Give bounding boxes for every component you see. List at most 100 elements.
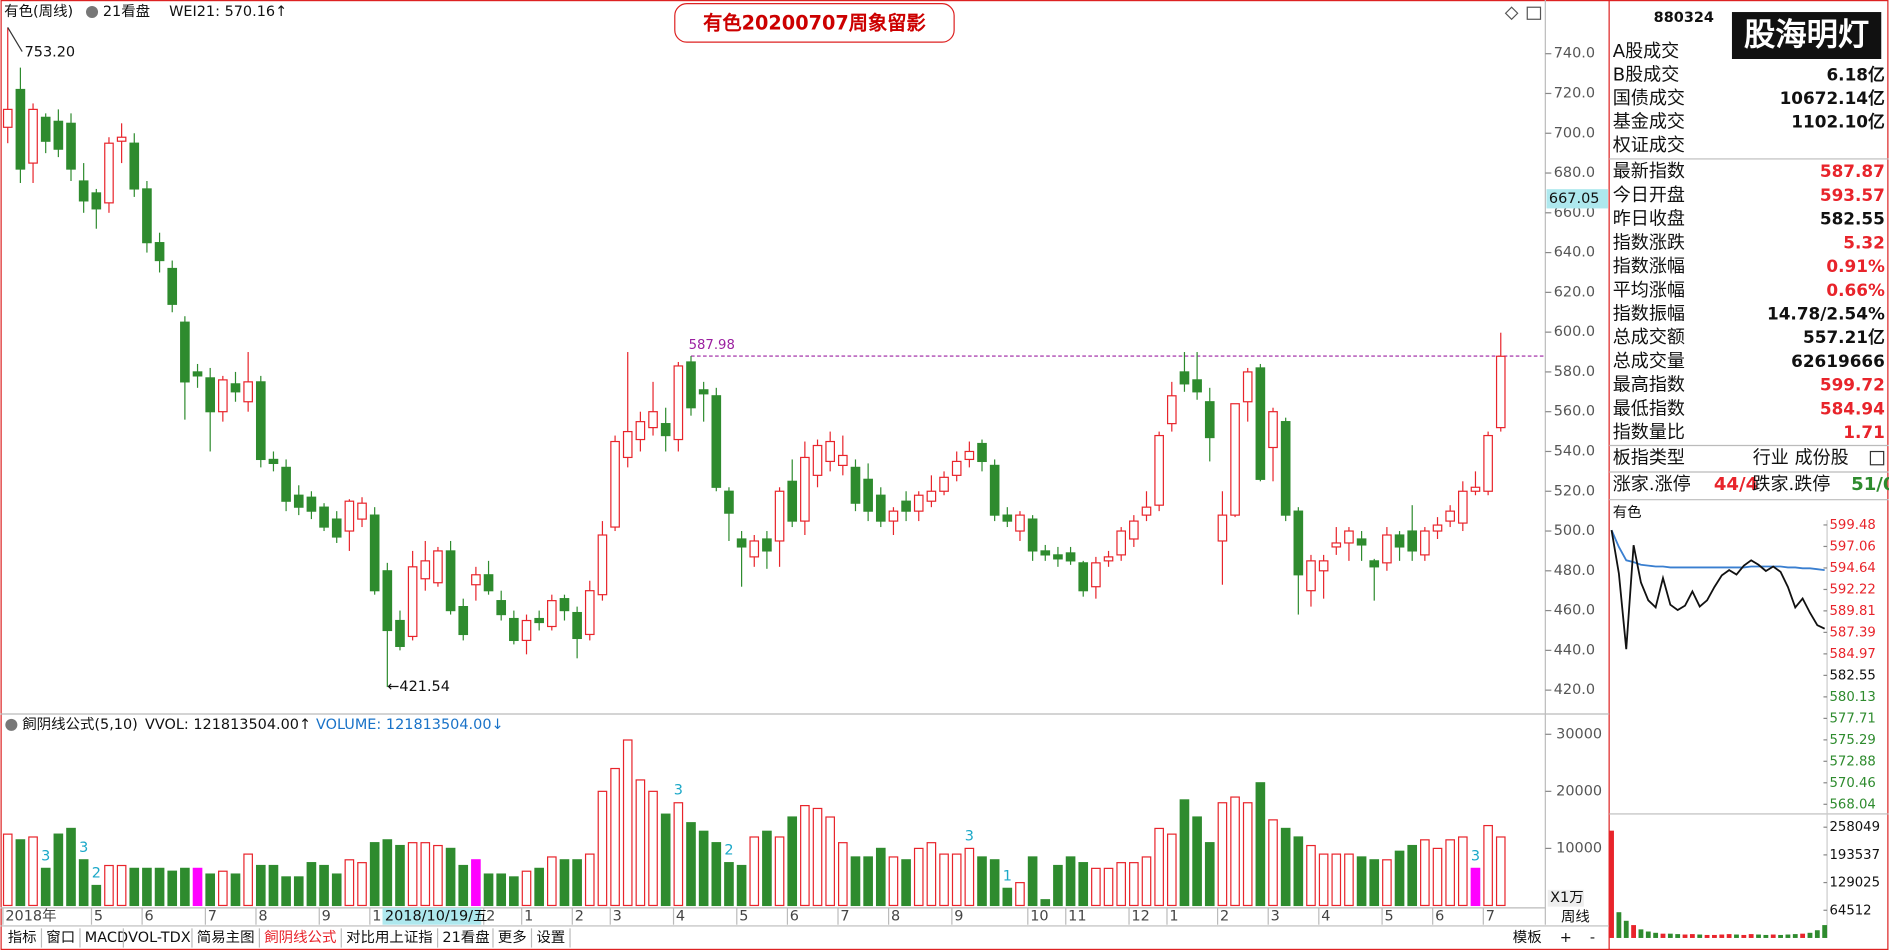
- candle-body: [357, 502, 367, 520]
- volume-bar: [1420, 839, 1430, 907]
- toolbar-item[interactable]: 指标: [8, 929, 37, 946]
- toolbar-item[interactable]: 窗口: [46, 928, 75, 946]
- volume-annotation: 3: [79, 840, 88, 856]
- volume-bar: [1141, 856, 1152, 907]
- candle-body: [15, 88, 26, 170]
- option-icon[interactable]: [86, 6, 99, 19]
- volume-bar: [622, 739, 633, 907]
- row-value: 587.87: [1820, 161, 1885, 181]
- candle-body: [939, 476, 949, 492]
- volume-bar: [736, 864, 747, 907]
- window-icon[interactable]: [1526, 6, 1542, 20]
- mini-title: 有色: [1613, 504, 1642, 521]
- toolbar-item[interactable]: 对比用上证指: [346, 929, 433, 946]
- candle-body: [445, 550, 456, 612]
- candle-body: [1318, 560, 1329, 572]
- toolbar-right-item[interactable]: -: [1590, 930, 1595, 946]
- candle-body: [1344, 530, 1354, 544]
- volume-bar: [129, 867, 140, 907]
- mini-tick-label: 584.97: [1829, 647, 1875, 662]
- candle-body: [483, 574, 494, 592]
- volume-tick-label: 10000: [1556, 840, 1602, 856]
- toolbar-right-item[interactable]: +: [1560, 930, 1572, 946]
- candle-body: [1432, 524, 1443, 532]
- row-value: 1102.10亿: [1791, 112, 1885, 132]
- candle-body: [53, 120, 64, 150]
- toolbar-item[interactable]: 更多: [498, 929, 527, 946]
- volume-bar: [28, 836, 38, 907]
- mini-volume-bar: [1675, 934, 1681, 938]
- volume-bar: [15, 839, 26, 907]
- row-value: 10672.14亿: [1780, 88, 1885, 108]
- volume-bar: [2, 833, 13, 907]
- mini-volume-bar: [1822, 925, 1828, 938]
- volume-bar: [1394, 850, 1405, 907]
- candle-body: [243, 381, 253, 403]
- candle-body: [104, 142, 114, 204]
- volume-bar: [268, 864, 279, 907]
- volume-bar: [572, 859, 582, 907]
- toolbar-item[interactable]: MACD: [85, 930, 128, 946]
- x-tick-label: 3: [1271, 908, 1280, 924]
- diamond-icon[interactable]: [1504, 6, 1519, 21]
- candle-body: [534, 617, 544, 624]
- candle-body: [977, 442, 987, 463]
- volume-bar: [357, 862, 367, 907]
- volume-bar: [1293, 836, 1304, 907]
- candle-body: [572, 611, 582, 640]
- mini-tick-label: 575.29: [1829, 733, 1875, 748]
- candle-body: [635, 421, 646, 441]
- max-label: 753.20: [25, 45, 76, 61]
- volume-bar: [1129, 862, 1139, 907]
- volume-unit: X1万: [1550, 890, 1584, 906]
- volume-bar: [939, 853, 949, 907]
- x-tick-label: 7: [840, 908, 849, 924]
- volume-bar: [1483, 824, 1493, 907]
- type-icon[interactable]: [1869, 450, 1885, 466]
- row-label: 指数涨跌: [1613, 232, 1685, 253]
- candle-body: [369, 514, 380, 592]
- candle-body: [458, 606, 469, 636]
- candle-body: [1129, 520, 1139, 540]
- candle-body: [610, 440, 620, 528]
- volume-bar: [230, 873, 241, 907]
- toolbar-right-item[interactable]: 模板: [1513, 928, 1542, 946]
- toolbar-item[interactable]: 简易主图: [197, 929, 255, 946]
- mini-tick-label: 594.64: [1829, 561, 1875, 576]
- candle-body: [1091, 562, 1101, 588]
- mini-volume-bar: [1807, 932, 1813, 938]
- volume-bar: [420, 842, 431, 907]
- candle-body: [1103, 556, 1114, 562]
- toolbar-item[interactable]: 飼阴线公式: [264, 929, 336, 946]
- volume-bar: [597, 790, 608, 907]
- mini-volume-bar: [1800, 933, 1806, 938]
- row-label: A股成交: [1613, 41, 1680, 62]
- y-tick-label: 580.0: [1554, 364, 1595, 380]
- candle-body: [319, 506, 329, 528]
- volume-bar: [1306, 844, 1316, 907]
- mini-tick-label: 592.22: [1829, 582, 1875, 597]
- volume-bar: [382, 839, 393, 907]
- option-icon[interactable]: [5, 718, 18, 731]
- candle-body: [1204, 401, 1215, 439]
- row-value: 1.71: [1843, 422, 1885, 442]
- candle-body: [344, 500, 355, 532]
- candle-body: [1407, 530, 1418, 552]
- indicator-label: WEI21: 570.16↑: [169, 4, 287, 20]
- mini-volume-bar: [1770, 934, 1776, 938]
- candle-body: [180, 321, 190, 383]
- toolbar-item[interactable]: VOL-TDX: [128, 930, 191, 946]
- period-tab[interactable]: 周线: [1561, 908, 1590, 925]
- volume-bar: [53, 833, 64, 907]
- candle-body: [407, 566, 418, 638]
- volume-bar: [306, 862, 317, 907]
- mini-volume-bar: [1778, 934, 1783, 938]
- y-tick-label: 700.0: [1554, 125, 1595, 141]
- row-value: 6.18亿: [1826, 64, 1885, 84]
- volume-annotation: 3: [41, 848, 50, 864]
- volume-bar: [1255, 782, 1266, 907]
- toolbar-item[interactable]: 21看盘: [442, 928, 489, 946]
- toolbar-item[interactable]: 设置: [536, 929, 565, 946]
- candle-body: [724, 490, 734, 514]
- volume-bar: [142, 867, 152, 907]
